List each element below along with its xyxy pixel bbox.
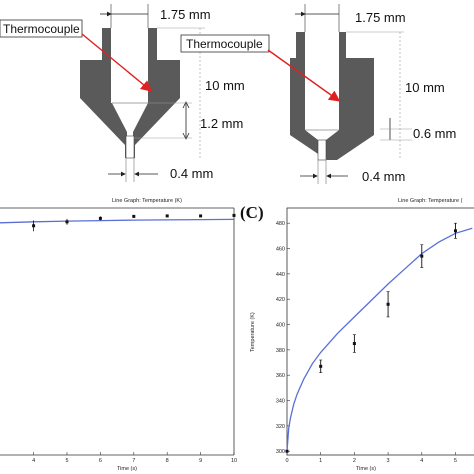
panel-b-data-point (65, 220, 69, 224)
nozzle-left-tip-label: 1.2 mm (200, 116, 243, 131)
panel-b-data-point (32, 224, 36, 228)
panel-c-data-point (386, 302, 390, 306)
panel-b-x-tick-label: 4 (32, 458, 35, 464)
panel-c-chart: (C) Line Graph: Temperature ( 3003203403… (240, 198, 474, 472)
panel-b-xlabel: Time (s) (117, 466, 137, 472)
panel-c-y-tick-label: 400 (276, 323, 285, 329)
panel-c-x-tick-label: 1 (319, 458, 322, 464)
panel-c-xlabel: Time (s) (356, 466, 376, 472)
panel-c-tag: (C) (240, 203, 264, 222)
panel-c-y-tick-label: 300 (276, 449, 285, 455)
panel-c-data-point (352, 342, 356, 346)
nozzle-left-arrow (81, 33, 153, 92)
panel-b-x-tick-label: 6 (99, 458, 102, 464)
nozzle-right-orifice-label: 0.4 mm (362, 169, 405, 184)
panel-c-x-tick-label: 3 (387, 458, 390, 464)
panel-c-ylabel: Temperature (K) (250, 312, 256, 352)
nozzle-right-height-label: 10 mm (405, 80, 445, 95)
panel-c-y-tick-label: 320 (276, 424, 285, 430)
panel-b-ticks: 4 5 6 7 8 9 10 (32, 452, 237, 464)
nozzle-left-bore (111, 28, 148, 158)
panel-c-y-tick-label: 440 (276, 272, 285, 278)
panel-c-marks (285, 222, 473, 453)
panel-c-x-tick-label: 5 (454, 458, 457, 464)
panel-b-x-tick-label: 7 (132, 458, 135, 464)
panel-b-data-point (98, 216, 102, 220)
panel-c-series-line (286, 227, 473, 452)
panel-c-plot-frame (286, 207, 474, 456)
panel-c-x-tick-label: 2 (353, 458, 356, 464)
panel-b-data-point (199, 214, 203, 218)
panel-c-data-point (319, 364, 323, 368)
panel-c-axes (286, 207, 474, 456)
panel-b-axes (0, 207, 235, 456)
panel-c-y-tick-label: 380 (276, 348, 285, 354)
panel-b-x-tick-label: 8 (166, 458, 169, 464)
nozzle-left: 1.75 mm 10 mm 1.2 mm 0.4 mm Thermocouple (0, 4, 245, 182)
panel-b-marks (0, 213, 236, 232)
panel-b-x-tick-label: 10 (231, 458, 237, 464)
panel-b-title: Line Graph: Temperature (K) (112, 198, 182, 204)
nozzle-right: 1.75 mm 10 mm 0.6 mm 0.4 mm Thermocouple (180, 4, 456, 184)
panel-b-data-point (232, 213, 236, 217)
panel-c-data-point (285, 449, 289, 453)
nozzle-left-diameter-label: 1.75 mm (160, 7, 211, 22)
panel-c-ticks: 300 320 340 360 380 400 420 440 460 480 0 1 2 3 4 5 (276, 221, 457, 464)
panel-c-x-tick-label: 4 (420, 458, 423, 464)
nozzle-right-thermocouple-label: Thermocouple (186, 37, 263, 51)
panel-b-x-tick-label: 9 (199, 458, 202, 464)
panel-c-y-tick-label: 340 (276, 399, 285, 405)
nozzle-right-diameter-label: 1.75 mm (355, 10, 406, 25)
panel-c-y-tick-label: 460 (276, 247, 285, 253)
panel-c-data-point (420, 254, 424, 258)
panel-c-y-tick-label: 360 (276, 373, 285, 379)
nozzle-right-tip-label: 0.6 mm (413, 126, 456, 141)
panel-c-x-tick-label: 0 (285, 458, 288, 464)
panel-b-x-tick-label: 5 (65, 458, 68, 464)
nozzle-left-thermocouple-label: Thermocouple (3, 22, 80, 36)
panel-c-y-tick-label: 480 (276, 221, 285, 227)
panel-b-data-point (132, 214, 136, 218)
panel-c-data-point (453, 229, 457, 233)
nozzle-left-orifice-label: 0.4 mm (170, 166, 213, 181)
panel-b-chart: Line Graph: Temperature (K) 4 5 6 7 8 9 10 Tim… (0, 198, 237, 472)
nozzle-left-height-label: 10 mm (205, 78, 245, 93)
panel-b-data-point (165, 214, 169, 218)
nozzle-right-arrow (267, 49, 341, 102)
panel-c-y-tick-label: 420 (276, 297, 285, 303)
nozzle-right-bore (305, 32, 339, 150)
panel-c-title: Line Graph: Temperature ( (398, 198, 463, 204)
